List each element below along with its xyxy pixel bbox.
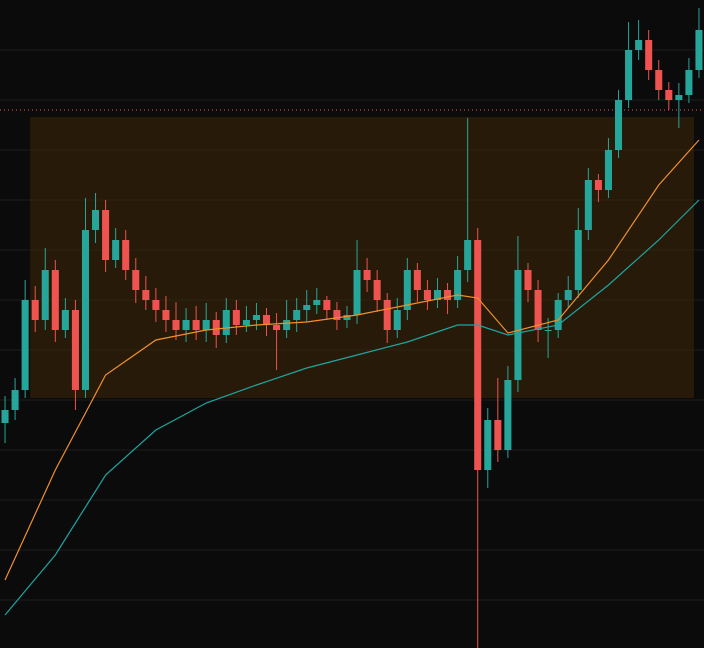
candle-body xyxy=(645,40,653,70)
candle-body xyxy=(675,95,683,100)
candle-body xyxy=(604,150,612,190)
candle-body xyxy=(142,290,150,300)
candle-body xyxy=(323,300,331,310)
candle-body xyxy=(11,390,19,410)
candle-body xyxy=(242,320,250,325)
candle-body xyxy=(534,290,542,330)
moving-average xyxy=(4,199,700,616)
candle-body xyxy=(202,320,210,330)
candle-body xyxy=(1,410,9,423)
candle-body xyxy=(454,270,462,300)
candle-body xyxy=(373,280,381,300)
candle-body xyxy=(544,330,552,331)
candle-body xyxy=(685,70,693,95)
candle-body xyxy=(665,90,673,100)
candle-body xyxy=(655,70,663,90)
candle-body xyxy=(232,310,240,325)
candle-body xyxy=(152,300,160,310)
zone xyxy=(30,117,694,398)
candle-body xyxy=(635,40,643,50)
candle-body xyxy=(353,270,361,315)
candle-body xyxy=(92,210,100,230)
candle-body xyxy=(393,310,401,330)
candle-body xyxy=(61,310,69,330)
candle-body xyxy=(303,305,311,310)
candle-body xyxy=(262,315,271,325)
candle-body xyxy=(383,300,391,330)
candle-body xyxy=(423,290,431,300)
candle-body xyxy=(212,320,220,335)
candle-body xyxy=(192,320,200,330)
candle-body xyxy=(333,310,341,320)
candle-body xyxy=(574,230,582,290)
candle-body xyxy=(313,300,321,305)
candle-body xyxy=(132,270,140,290)
candle-body xyxy=(21,300,29,390)
candle-body xyxy=(584,180,592,230)
moving-average xyxy=(4,139,700,581)
candle-body xyxy=(614,100,623,150)
candle-body xyxy=(474,240,482,470)
candle-body xyxy=(293,310,301,320)
candle-body xyxy=(41,270,49,320)
candle-body xyxy=(413,270,421,290)
candle-body xyxy=(514,270,522,380)
candle-body xyxy=(554,300,562,330)
candle-body xyxy=(71,310,79,390)
candle-body xyxy=(31,300,39,320)
candle-body xyxy=(494,420,502,450)
candle-body xyxy=(172,320,180,330)
candle-body xyxy=(484,420,492,470)
candle-body xyxy=(51,270,59,330)
candle-body xyxy=(273,325,281,330)
candle-body xyxy=(504,380,512,450)
candle-body xyxy=(222,310,230,335)
candle-body xyxy=(112,240,120,260)
candle-body xyxy=(403,270,411,310)
candle-body xyxy=(122,240,130,270)
candle-body xyxy=(162,310,170,320)
candle-body xyxy=(102,210,110,260)
candle-body xyxy=(81,230,90,390)
candle-body xyxy=(283,320,291,330)
candle-body xyxy=(464,240,472,270)
candle-body xyxy=(343,315,351,320)
candle-body xyxy=(594,180,602,190)
candle-body xyxy=(182,320,190,330)
candle-body xyxy=(625,50,633,100)
candle-body xyxy=(564,290,572,300)
candle-body xyxy=(433,290,442,300)
candle-body xyxy=(524,270,532,290)
candle-body xyxy=(695,30,703,70)
candle-body xyxy=(444,290,452,300)
candle-body xyxy=(252,315,260,320)
candle-body xyxy=(363,270,371,280)
